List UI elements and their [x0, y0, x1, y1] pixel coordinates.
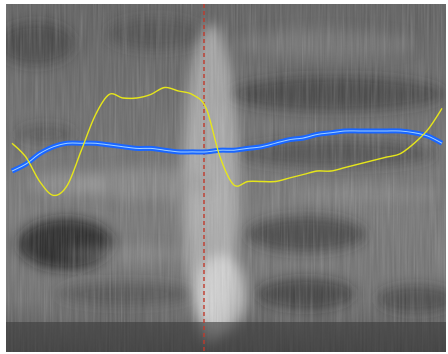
spectrogram-canvas[interactable]: [6, 4, 446, 352]
overlay-track-0-core: [11, 130, 443, 172]
overlay-tracks: [10, 86, 444, 197]
spectrogram-panel[interactable]: [6, 4, 446, 352]
overlay-track-1: [11, 86, 443, 197]
spectrogram-low-band: [6, 322, 446, 352]
spectrogram-texture: [6, 4, 446, 352]
